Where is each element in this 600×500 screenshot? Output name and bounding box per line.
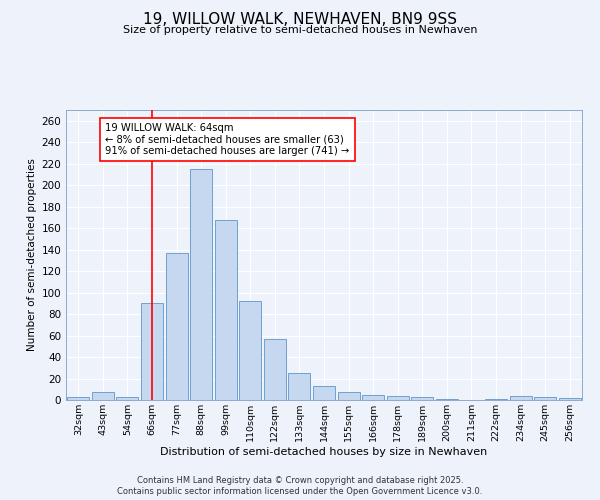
Bar — [436, 399, 458, 400]
Bar — [534, 397, 556, 400]
Bar — [239, 301, 262, 400]
Bar — [289, 373, 310, 400]
X-axis label: Distribution of semi-detached houses by size in Newhaven: Distribution of semi-detached houses by … — [160, 447, 488, 457]
Text: 19 WILLOW WALK: 64sqm
← 8% of semi-detached houses are smaller (63)
91% of semi-: 19 WILLOW WALK: 64sqm ← 8% of semi-detac… — [106, 123, 350, 156]
Bar — [362, 394, 384, 400]
Bar — [313, 386, 335, 400]
Bar — [141, 304, 163, 400]
Text: 19, WILLOW WALK, NEWHAVEN, BN9 9SS: 19, WILLOW WALK, NEWHAVEN, BN9 9SS — [143, 12, 457, 28]
Bar — [485, 399, 507, 400]
Bar — [559, 398, 581, 400]
Bar — [509, 396, 532, 400]
Bar — [166, 253, 188, 400]
Text: Size of property relative to semi-detached houses in Newhaven: Size of property relative to semi-detach… — [123, 25, 477, 35]
Bar — [67, 397, 89, 400]
Text: Contains public sector information licensed under the Open Government Licence v3: Contains public sector information licen… — [118, 488, 482, 496]
Bar — [215, 220, 237, 400]
Bar — [386, 396, 409, 400]
Bar — [264, 339, 286, 400]
Bar — [92, 392, 114, 400]
Bar — [116, 397, 139, 400]
Text: Contains HM Land Registry data © Crown copyright and database right 2025.: Contains HM Land Registry data © Crown c… — [137, 476, 463, 485]
Bar — [338, 392, 359, 400]
Y-axis label: Number of semi-detached properties: Number of semi-detached properties — [27, 158, 37, 352]
Bar — [411, 397, 433, 400]
Bar — [190, 169, 212, 400]
